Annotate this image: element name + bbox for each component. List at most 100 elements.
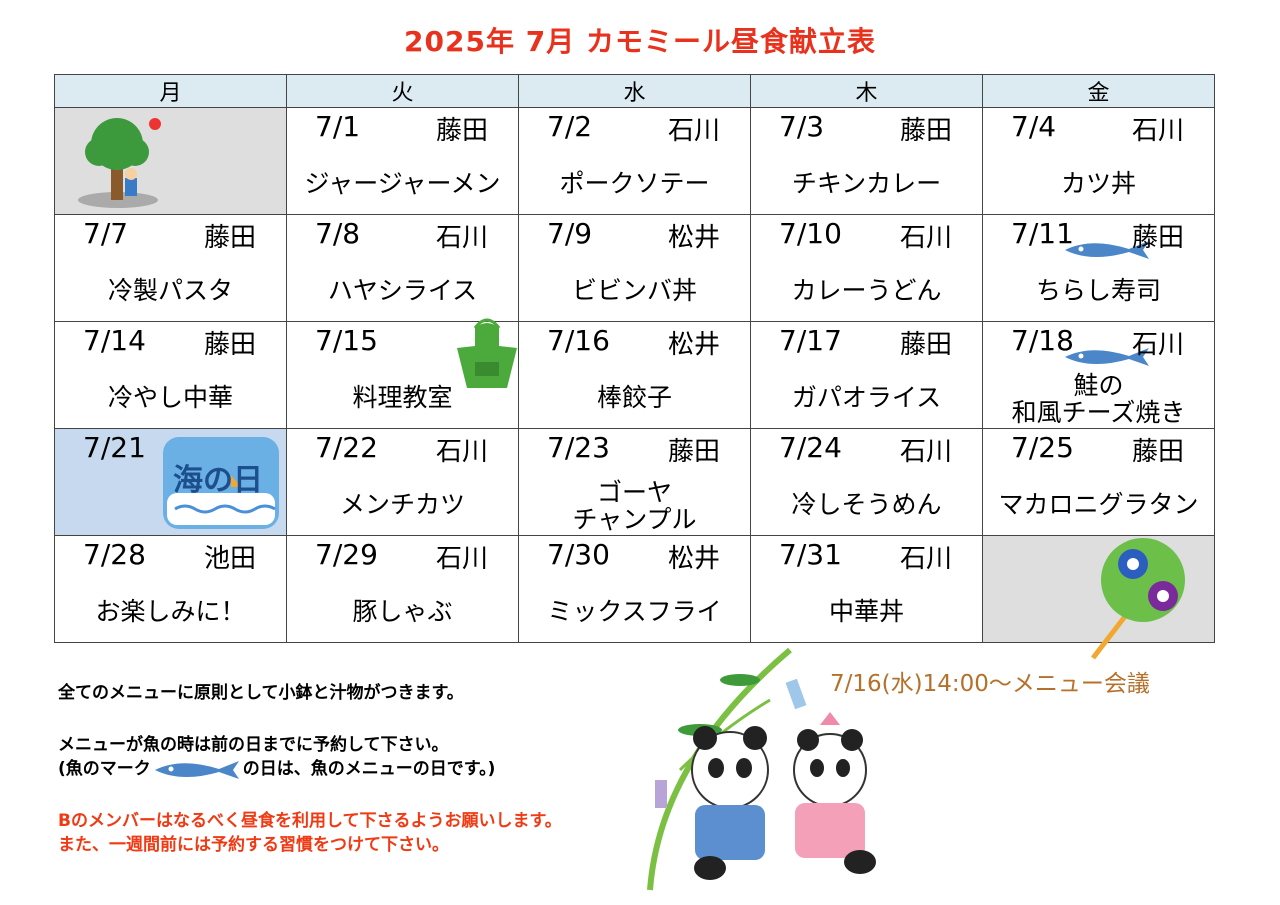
day-date: 7/8 <box>315 217 361 250</box>
note-request: Bのメンバーはなるべく昼食を利用して下さるようお願いします。 <box>58 811 562 831</box>
day-staff: 石川 <box>667 116 720 146</box>
menu-line: 冷しそうめん <box>791 490 942 519</box>
day-menu: ポークソテー <box>519 170 750 197</box>
day-cell: 7/9 松井ビビンバ丼 <box>518 214 751 322</box>
day-menu: 棒餃子 <box>519 384 750 411</box>
day-staff: 石川 <box>899 223 952 253</box>
menu-line: メンチカツ <box>339 490 465 519</box>
day-cell: 7/3 藤田チキンカレー <box>750 107 983 215</box>
day-menu: ゴーヤ チャンプル <box>519 479 750 533</box>
menu-line: 冷やし中華 <box>107 383 233 412</box>
day-menu: 冷しそうめん <box>751 491 982 518</box>
weekday-header: 木 <box>750 74 983 108</box>
day-staff: 石川 <box>899 544 952 574</box>
day-cell: 7/17 藤田ガパオライス <box>750 321 983 429</box>
day-staff: 石川 <box>435 544 488 574</box>
menu-line: ちらし寿司 <box>1035 276 1161 305</box>
day-staff: 藤田 <box>667 437 720 467</box>
day-cell: 7/29 石川豚しゃぶ <box>286 535 519 643</box>
week-row: 7/14 藤田冷やし中華 7/15 料理教室 7/16 松井棒餃子 7/17 藤田ガパオライス… <box>54 318 1215 429</box>
day-date: 7/21 <box>83 431 146 464</box>
menu-line: ハヤシライス <box>327 276 478 305</box>
day-menu: マカロニグラタン <box>983 491 1214 518</box>
menu-line: 料理教室 <box>352 383 453 412</box>
week-row: 7/28 池田お楽しみに！ 7/29 石川豚しゃぶ 7/30 松井ミックスフライ 7/31 石… <box>54 535 1215 660</box>
week-row: 7/1 藤田ジャージャーメン 7/2 石川ポークソテー 7/3 藤田チキンカレー 7/4 石川… <box>54 107 1215 215</box>
menu-calendar: 月火水木金 7/1 藤田 ジャージャーメン 7/2 石川 ポークソテー 7/3 藤田 チキンカレ… <box>54 74 1215 660</box>
menu-line: 中華丼 <box>828 597 904 626</box>
day-date: 7/14 <box>83 324 146 357</box>
menu-line: カレーうどん <box>791 276 942 305</box>
page-title: 2025年 7月 カモミール昼食献立表 <box>404 25 876 58</box>
day-cell: 7/2 石川ポークソテー <box>518 107 751 215</box>
menu-line: 豚しゃぶ <box>352 597 453 626</box>
day-staff: 松井 <box>667 223 720 253</box>
day-cell: 7/7 藤田冷製パスタ <box>54 214 287 322</box>
menu-line: カツ丼 <box>1060 169 1136 198</box>
day-menu: お楽しみに！ <box>55 598 286 625</box>
menu-line: ゴーヤ <box>596 478 672 507</box>
day-cell: 7/8 石川ハヤシライス <box>286 214 519 322</box>
day-menu: ミックスフライ <box>519 598 750 625</box>
menu-line: ガパオライス <box>791 383 942 412</box>
day-cell: 7/24 石川冷しそうめん <box>750 428 983 536</box>
day-staff: 石川 <box>435 223 488 253</box>
day-date: 7/7 <box>83 217 129 250</box>
day-staff: 藤田 <box>203 330 256 360</box>
day-date: 7/30 <box>547 538 610 571</box>
weekday-header: 火 <box>286 74 519 108</box>
day-cell: 7/15 料理教室 <box>286 318 519 429</box>
day-staff: 松井 <box>667 544 720 574</box>
day-date: 7/24 <box>779 431 842 464</box>
day-cell: 7/18 石川 鮭の 和風チーズ焼き <box>982 321 1215 429</box>
day-date: 7/1 <box>315 110 361 143</box>
day-menu: カツ丼 <box>983 170 1214 197</box>
day-date: 7/3 <box>779 110 825 143</box>
day-staff: 藤田 <box>899 116 952 146</box>
weekday-header: 水 <box>518 74 751 108</box>
day-cell <box>54 107 287 215</box>
day-date: 7/9 <box>547 217 593 250</box>
day-cell: 7/30 松井ミックスフライ <box>518 535 751 643</box>
day-menu: 料理教室 <box>287 384 518 411</box>
day-staff: 石川 <box>1131 330 1184 360</box>
day-menu: ビビンバ丼 <box>519 277 750 304</box>
day-date: 7/28 <box>83 538 146 571</box>
menu-line: ミックスフライ <box>547 597 722 626</box>
weekday-header: 月 <box>54 74 287 108</box>
day-date: 7/17 <box>779 324 842 357</box>
day-staff: 藤田 <box>899 330 952 360</box>
day-menu: 冷製パスタ <box>55 277 286 304</box>
day-cell: 7/25 藤田 マカロニグラタン <box>982 428 1215 536</box>
day-date: 7/29 <box>315 538 378 571</box>
day-cell: 7/10 石川 カレーうどん <box>750 214 983 322</box>
day-date: 7/16 <box>547 324 610 357</box>
day-staff: 石川 <box>1131 116 1184 146</box>
day-menu: ガパオライス <box>751 384 982 411</box>
day-cell: 7/14 藤田冷やし中華 <box>54 321 287 429</box>
day-cell: 海の日 7/21 <box>54 428 287 536</box>
day-menu: ジャージャーメン <box>287 170 518 197</box>
day-date: 7/2 <box>547 110 593 143</box>
day-staff: 池田 <box>203 544 256 574</box>
day-staff: 松井 <box>667 330 720 360</box>
day-date: 7/15 <box>315 324 378 357</box>
note-fish-mark: (魚のマーク の日は、魚のメニューの日です。) <box>58 754 495 779</box>
day-staff: 藤田 <box>435 116 488 146</box>
day-cell: 7/4 石川カツ丼 <box>982 107 1215 215</box>
menu-line: チキンカレー <box>791 169 942 198</box>
day-date: 7/31 <box>779 538 842 571</box>
day-staff: 藤田 <box>203 223 256 253</box>
day-cell: 7/22 石川 メンチカツ <box>286 428 519 536</box>
day-date: 7/4 <box>1011 110 1057 143</box>
day-date: 7/18 <box>1011 324 1074 357</box>
day-menu: ハヤシライス <box>287 277 518 304</box>
day-menu: 豚しゃぶ <box>287 598 518 625</box>
day-cell <box>982 535 1215 660</box>
menu-line: ポークソテー <box>559 169 710 198</box>
menu-line: チャンプル <box>572 505 697 534</box>
day-menu: ちらし寿司 <box>983 277 1214 304</box>
note-reservation-habit: また、一週間前には予約する習慣をつけて下さい。 <box>58 835 449 855</box>
day-date: 7/25 <box>1011 431 1074 464</box>
day-staff: 石川 <box>899 437 952 467</box>
